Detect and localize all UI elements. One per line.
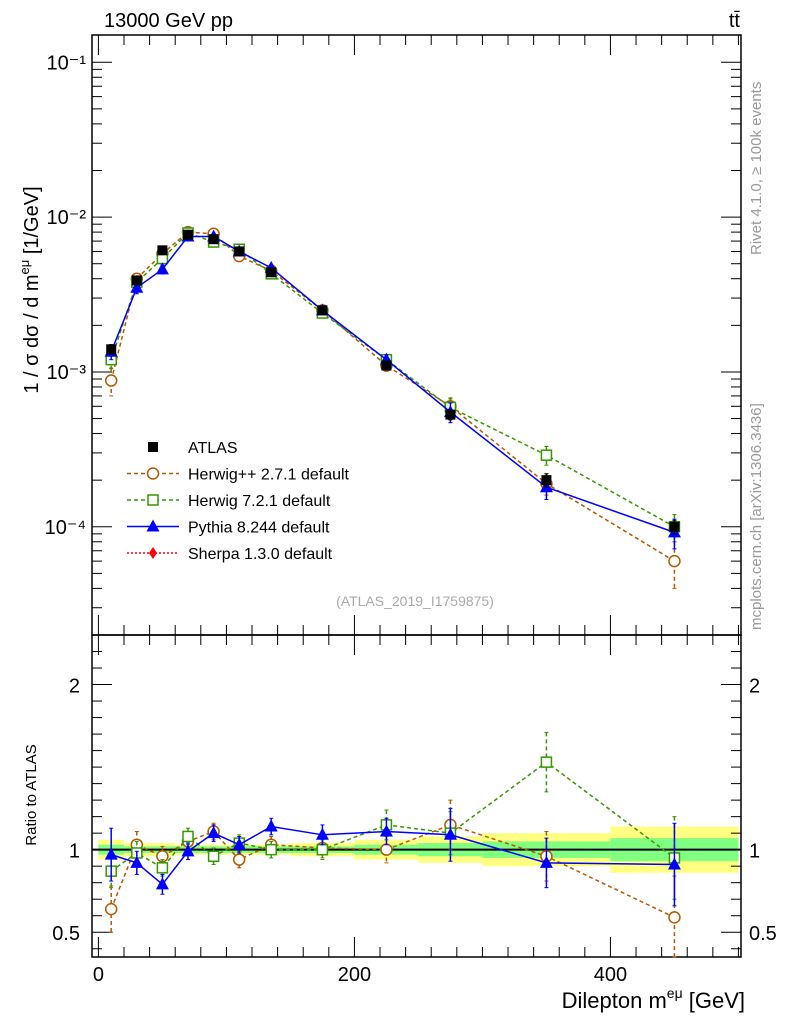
- ratio-y-tick-label-right: 1: [749, 841, 760, 863]
- main-panel-frame: [91, 34, 742, 636]
- data-point: [155, 877, 169, 890]
- data-point: [130, 855, 144, 868]
- x-axis-label: Dilepton meμ [GeV]: [562, 985, 745, 1013]
- legend-label: Sherpa 1.3.0 default: [188, 546, 333, 563]
- legend-entry: Pythia 8.244 default: [127, 519, 330, 537]
- legend-entry: Herwig++ 2.7.1 default: [127, 467, 350, 484]
- legend-entry: Herwig 7.2.1 default: [127, 493, 331, 510]
- data-point: [264, 819, 278, 832]
- ratio-y-tick-label: 2: [69, 676, 80, 698]
- data-point: [232, 853, 246, 866]
- data-point: [541, 475, 552, 486]
- legend-marker: [148, 442, 158, 452]
- data-point: [315, 827, 329, 840]
- data-point: [381, 360, 392, 371]
- legend-marker: [146, 467, 160, 480]
- data-point: [207, 850, 220, 863]
- main-y-tick-label: 10⁻⁴: [45, 517, 86, 539]
- process-label: tt̄: [729, 10, 741, 32]
- ratio-panel-series: [104, 731, 681, 958]
- legend-label: Pythia 8.244 default: [188, 520, 330, 537]
- data-point: [131, 275, 142, 286]
- rivet-version-label: Rivet 4.1.0, ≥ 100k events: [748, 82, 765, 255]
- data-point: [266, 267, 277, 278]
- data-point: [234, 246, 245, 257]
- legend-entry: Sherpa 1.3.0 default: [127, 546, 333, 563]
- ratio-y-axis-label: Ratio to ATLAS: [23, 744, 40, 845]
- main-y-tick-label: 10⁻³: [47, 362, 87, 384]
- ratio-y-tick-label: 1: [69, 841, 80, 863]
- series-line: [110, 231, 675, 562]
- data-point: [232, 837, 246, 850]
- series-line: [110, 825, 675, 886]
- legend-marker: [149, 547, 157, 559]
- data-point: [380, 843, 393, 856]
- x-tick-label: 0: [93, 964, 104, 986]
- data-point: [181, 844, 195, 857]
- data-point: [155, 262, 169, 275]
- data-point: [104, 374, 118, 387]
- main-panel-series: [104, 225, 681, 589]
- data-point: [208, 234, 219, 245]
- axis-ticks: 10⁻¹ 10⁻² 10⁻³ 10⁻⁴ 0.5 0.5 1 1 2 2 0 200 400: [45, 35, 777, 986]
- data-point: [106, 344, 117, 355]
- ratio-y-tick-label-right: 2: [749, 676, 760, 698]
- legend-marker: [146, 519, 160, 532]
- data-point: [379, 824, 393, 837]
- data-point: [104, 847, 118, 860]
- axis-frames: [91, 34, 742, 958]
- legend-label: Herwig 7.2.1 default: [188, 493, 331, 510]
- data-point: [157, 245, 168, 256]
- data-point: [540, 449, 553, 461]
- legend-label: ATLAS: [188, 440, 238, 457]
- x-tick-label: 200: [338, 964, 371, 986]
- ratio-series-herwig-2-7-1-default: [104, 799, 681, 958]
- data-point: [104, 902, 118, 916]
- beam-label: 13000 GeV pp: [104, 10, 233, 32]
- data-point: [130, 280, 144, 293]
- main-y-tick-label: 10⁻¹: [47, 52, 87, 74]
- data-point: [443, 827, 457, 840]
- data-point: [182, 830, 194, 843]
- x-tick-label: 400: [594, 964, 627, 986]
- data-point: [265, 843, 277, 856]
- series-line: [110, 235, 675, 534]
- legend: ATLAS Herwig++ 2.7.1 default Herwig 7.2.1 …: [127, 440, 350, 563]
- main-series-atlas: [106, 229, 680, 535]
- data-point: [539, 855, 553, 868]
- data-point: [668, 911, 681, 924]
- series-line: [110, 232, 675, 528]
- data-point: [668, 554, 681, 568]
- mcplots-label: mcplots.cern.ch [arXiv:1306.3436]: [748, 403, 765, 630]
- ratio-y-tick-label-right: 0.5: [749, 923, 777, 945]
- legend-marker: [147, 494, 159, 506]
- legend-entry: ATLAS: [148, 440, 238, 457]
- ratio-panel-frame: [91, 634, 742, 958]
- main-y-tick-label: 10⁻²: [47, 207, 87, 229]
- analysis-label: (ATLAS_2019_I1759875): [336, 593, 494, 609]
- data-point: [183, 229, 194, 240]
- data-point: [207, 826, 221, 839]
- legend-label: Herwig++ 2.7.1 default: [188, 467, 350, 484]
- ratio-y-tick-label: 0.5: [52, 923, 80, 945]
- data-point: [540, 756, 553, 768]
- data-point: [669, 521, 680, 532]
- data-point: [667, 857, 681, 870]
- ratio-series-pythia-8-244-default: [104, 807, 681, 907]
- data-point: [316, 843, 329, 856]
- data-point: [317, 305, 328, 316]
- main-y-axis-label: 1 / σ dσ / d meμ [1/GeV]: [17, 186, 43, 393]
- data-point: [156, 862, 169, 874]
- ratio-series-herwig-7-2-1-default: [105, 731, 681, 900]
- data-point: [445, 409, 456, 420]
